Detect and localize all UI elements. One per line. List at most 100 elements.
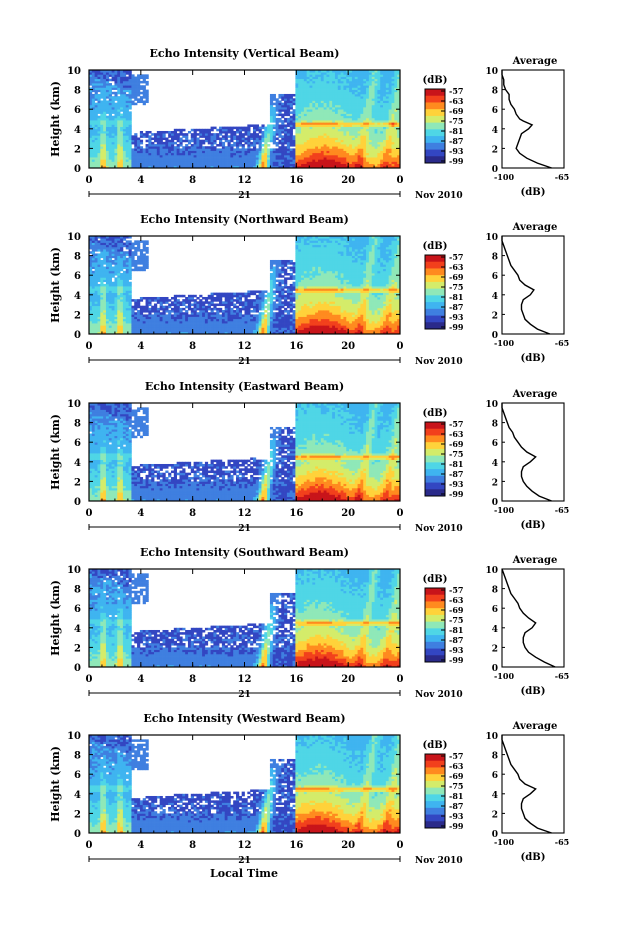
heatmap-cell bbox=[106, 131, 109, 134]
heatmap-cell bbox=[380, 81, 383, 84]
heatmap-cell bbox=[179, 140, 182, 143]
heatmap-cell bbox=[355, 127, 358, 130]
heatmap-cell bbox=[202, 325, 205, 328]
heatmap-cell bbox=[194, 161, 197, 164]
heatmap-cell bbox=[114, 243, 117, 246]
heatmap-cell bbox=[338, 155, 341, 158]
heatmap-cell bbox=[177, 312, 180, 315]
heatmap-cell bbox=[100, 138, 103, 141]
heatmap-cell bbox=[117, 266, 120, 269]
heatmap-cell bbox=[230, 129, 233, 132]
heatmap-cell bbox=[281, 114, 284, 117]
heatmap-cell bbox=[304, 116, 307, 119]
heatmap-cell bbox=[389, 120, 392, 123]
heatmap-cell bbox=[213, 127, 216, 130]
heatmap-cell bbox=[369, 100, 372, 103]
heatmap-cell bbox=[363, 98, 366, 101]
heatmap-cell bbox=[270, 114, 273, 117]
heatmap-cell bbox=[307, 124, 310, 127]
heatmap-cell bbox=[341, 81, 344, 84]
heatmap-cell bbox=[245, 310, 248, 313]
heatmap-cell bbox=[109, 253, 112, 256]
heatmap-cell bbox=[129, 140, 132, 143]
heatmap-cell bbox=[140, 323, 143, 326]
heatmap-cell bbox=[174, 319, 177, 322]
heatmap-cell bbox=[338, 144, 341, 147]
heatmap-cell bbox=[120, 304, 123, 307]
heatmap-cell bbox=[216, 148, 219, 151]
heatmap-cell bbox=[103, 127, 106, 130]
heatmap-cell bbox=[165, 155, 168, 158]
heatmap-cell bbox=[95, 120, 98, 123]
heatmap-cell bbox=[174, 146, 177, 149]
heatmap-cell bbox=[120, 127, 123, 130]
heatmap-cell bbox=[310, 138, 313, 141]
heatmap-cell bbox=[112, 135, 115, 138]
heatmap-cell bbox=[363, 116, 366, 119]
heatmap-cell bbox=[290, 105, 293, 108]
heatmap-cell bbox=[259, 127, 262, 130]
heatmap-cell bbox=[369, 131, 372, 134]
heatmap-cell bbox=[329, 133, 332, 136]
heatmap-cell bbox=[284, 109, 287, 112]
heatmap-cell bbox=[355, 146, 358, 149]
heatmap-cell bbox=[281, 142, 284, 145]
heatmap-cell bbox=[97, 120, 100, 123]
heatmap-cell bbox=[375, 92, 378, 95]
heatmap-cell bbox=[307, 100, 310, 103]
heatmap-cell bbox=[377, 135, 380, 138]
heatmap-cell bbox=[137, 90, 140, 93]
heatmap-cell bbox=[380, 87, 383, 90]
heatmap-cell bbox=[383, 148, 386, 151]
heatmap-cell bbox=[137, 310, 140, 313]
heatmap-cell bbox=[284, 100, 287, 103]
heatmap-cell bbox=[148, 304, 151, 307]
heatmap-cell bbox=[242, 295, 245, 298]
heatmap-cell bbox=[329, 161, 332, 164]
heatmap-cell bbox=[298, 92, 301, 95]
heatmap-cell bbox=[312, 92, 315, 95]
heatmap-cell bbox=[341, 127, 344, 130]
heatmap-cell bbox=[358, 105, 361, 108]
heatmap-cell bbox=[157, 161, 160, 164]
heatmap-cell bbox=[312, 122, 315, 125]
heatmap-cell bbox=[103, 87, 106, 90]
heatmap-cell bbox=[298, 96, 301, 99]
heatmap-cell bbox=[355, 157, 358, 160]
heatmap-cell bbox=[191, 129, 194, 132]
heatmap-cell bbox=[267, 155, 270, 158]
heatmap-cell bbox=[228, 144, 231, 147]
heatmap-cell bbox=[163, 306, 166, 309]
heatmap-cell bbox=[264, 133, 267, 136]
heatmap-cell bbox=[233, 293, 236, 296]
heatmap-cell bbox=[349, 155, 352, 158]
heatmap-cell bbox=[100, 262, 103, 265]
heatmap-cell bbox=[194, 321, 197, 324]
heatmap-cell bbox=[100, 308, 103, 311]
heatmap-cell bbox=[179, 312, 182, 315]
heatmap-cell bbox=[307, 103, 310, 106]
heatmap-cell bbox=[276, 105, 279, 108]
heatmap-cell bbox=[100, 325, 103, 328]
heatmap-cell bbox=[281, 109, 284, 112]
heatmap-cell bbox=[304, 118, 307, 121]
heatmap-cell bbox=[358, 164, 361, 167]
heatmap-cell bbox=[131, 90, 134, 93]
heatmap-cell bbox=[131, 159, 134, 162]
heatmap-cell bbox=[157, 155, 160, 158]
heatmap-cell bbox=[310, 81, 313, 84]
heatmap-cell bbox=[163, 319, 166, 322]
heatmap-cell bbox=[321, 90, 324, 93]
heatmap-cell bbox=[301, 72, 304, 75]
heatmap-cell bbox=[117, 83, 120, 86]
heatmap-cell bbox=[137, 299, 140, 302]
heatmap-cell bbox=[95, 164, 98, 167]
heatmap-cell bbox=[120, 122, 123, 125]
heatmap-cell bbox=[225, 157, 228, 160]
heatmap-cell bbox=[97, 131, 100, 134]
heatmap-cell bbox=[163, 330, 166, 333]
heatmap-cell bbox=[123, 164, 126, 167]
heatmap-cell bbox=[383, 98, 386, 101]
heatmap-cell bbox=[281, 144, 284, 147]
heatmap-cell bbox=[92, 81, 95, 84]
